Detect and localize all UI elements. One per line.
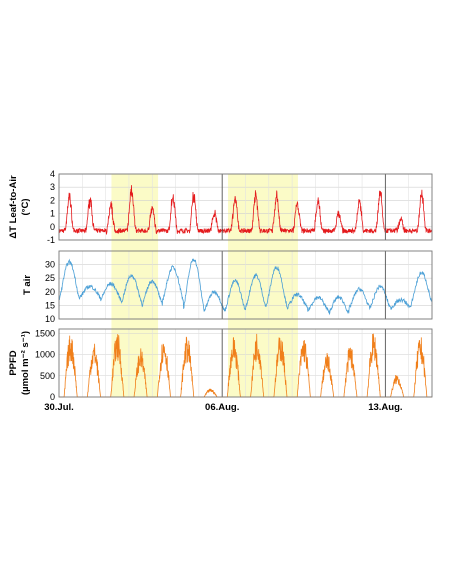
highlight-band-2 (228, 174, 298, 397)
y-tick-p3-3: 1500 (35, 328, 55, 338)
x-tick-1: 30.Jul. (44, 402, 74, 413)
y-tick-p1-3: 2 (50, 195, 55, 205)
ylabel-ppfd-line-1: PPFD (8, 350, 19, 375)
y-tick-p2-2: 20 (45, 287, 55, 297)
panel-frames (58, 173, 433, 398)
x-tick-3: 13.Aug. (368, 402, 402, 413)
panel-frame-2 (58, 250, 433, 320)
panel-frame-1 (58, 173, 433, 241)
y-tick-p2-3: 25 (45, 273, 55, 283)
y-axis-labels: ΔT Leaf-to-Air (°C) T air PPFD (µmol m⁻² s⁻¹… (8, 175, 33, 395)
y-tick-p2-0: 10 (45, 314, 55, 324)
x-tick-2: 06.Aug. (205, 402, 239, 413)
panel-frame-3 (58, 328, 433, 398)
y-tick-p1-0: -1 (47, 235, 55, 245)
dt-leaf-air-line (58, 185, 433, 236)
highlight-bands (111, 174, 298, 397)
y-tick-p3-1: 500 (40, 371, 55, 381)
y-tick-p2-1: 15 (45, 300, 55, 310)
ylabel-dt-line-1: ΔT Leaf-to-Air (8, 175, 19, 239)
y-tick-p1-5: 4 (50, 169, 55, 179)
y-tick-p1-1: 0 (50, 222, 55, 232)
y-tick-p1-4: 3 (50, 182, 55, 192)
y-tick-p2-4: 30 (45, 260, 55, 270)
t-air-line (58, 258, 433, 316)
y-tick-p3-2: 1000 (35, 350, 55, 360)
x-tick-labels: 30.Jul. 06.Aug. 13.Aug. (44, 402, 402, 413)
y-tick-labels: -1 0 1 2 3 4 10 15 20 25 30 0 500 1000 1500 (35, 169, 55, 402)
ylabel-tair-line-1: T air (22, 275, 33, 295)
ylabel-dt-line-2: (°C) (20, 199, 31, 216)
y-tick-p3-0: 0 (50, 392, 55, 402)
y-tick-p1-2: 1 (50, 209, 55, 219)
ylabel-ppfd-line-2: (µmol m⁻² s⁻¹) (20, 331, 31, 395)
highlight-band-1 (111, 174, 159, 397)
